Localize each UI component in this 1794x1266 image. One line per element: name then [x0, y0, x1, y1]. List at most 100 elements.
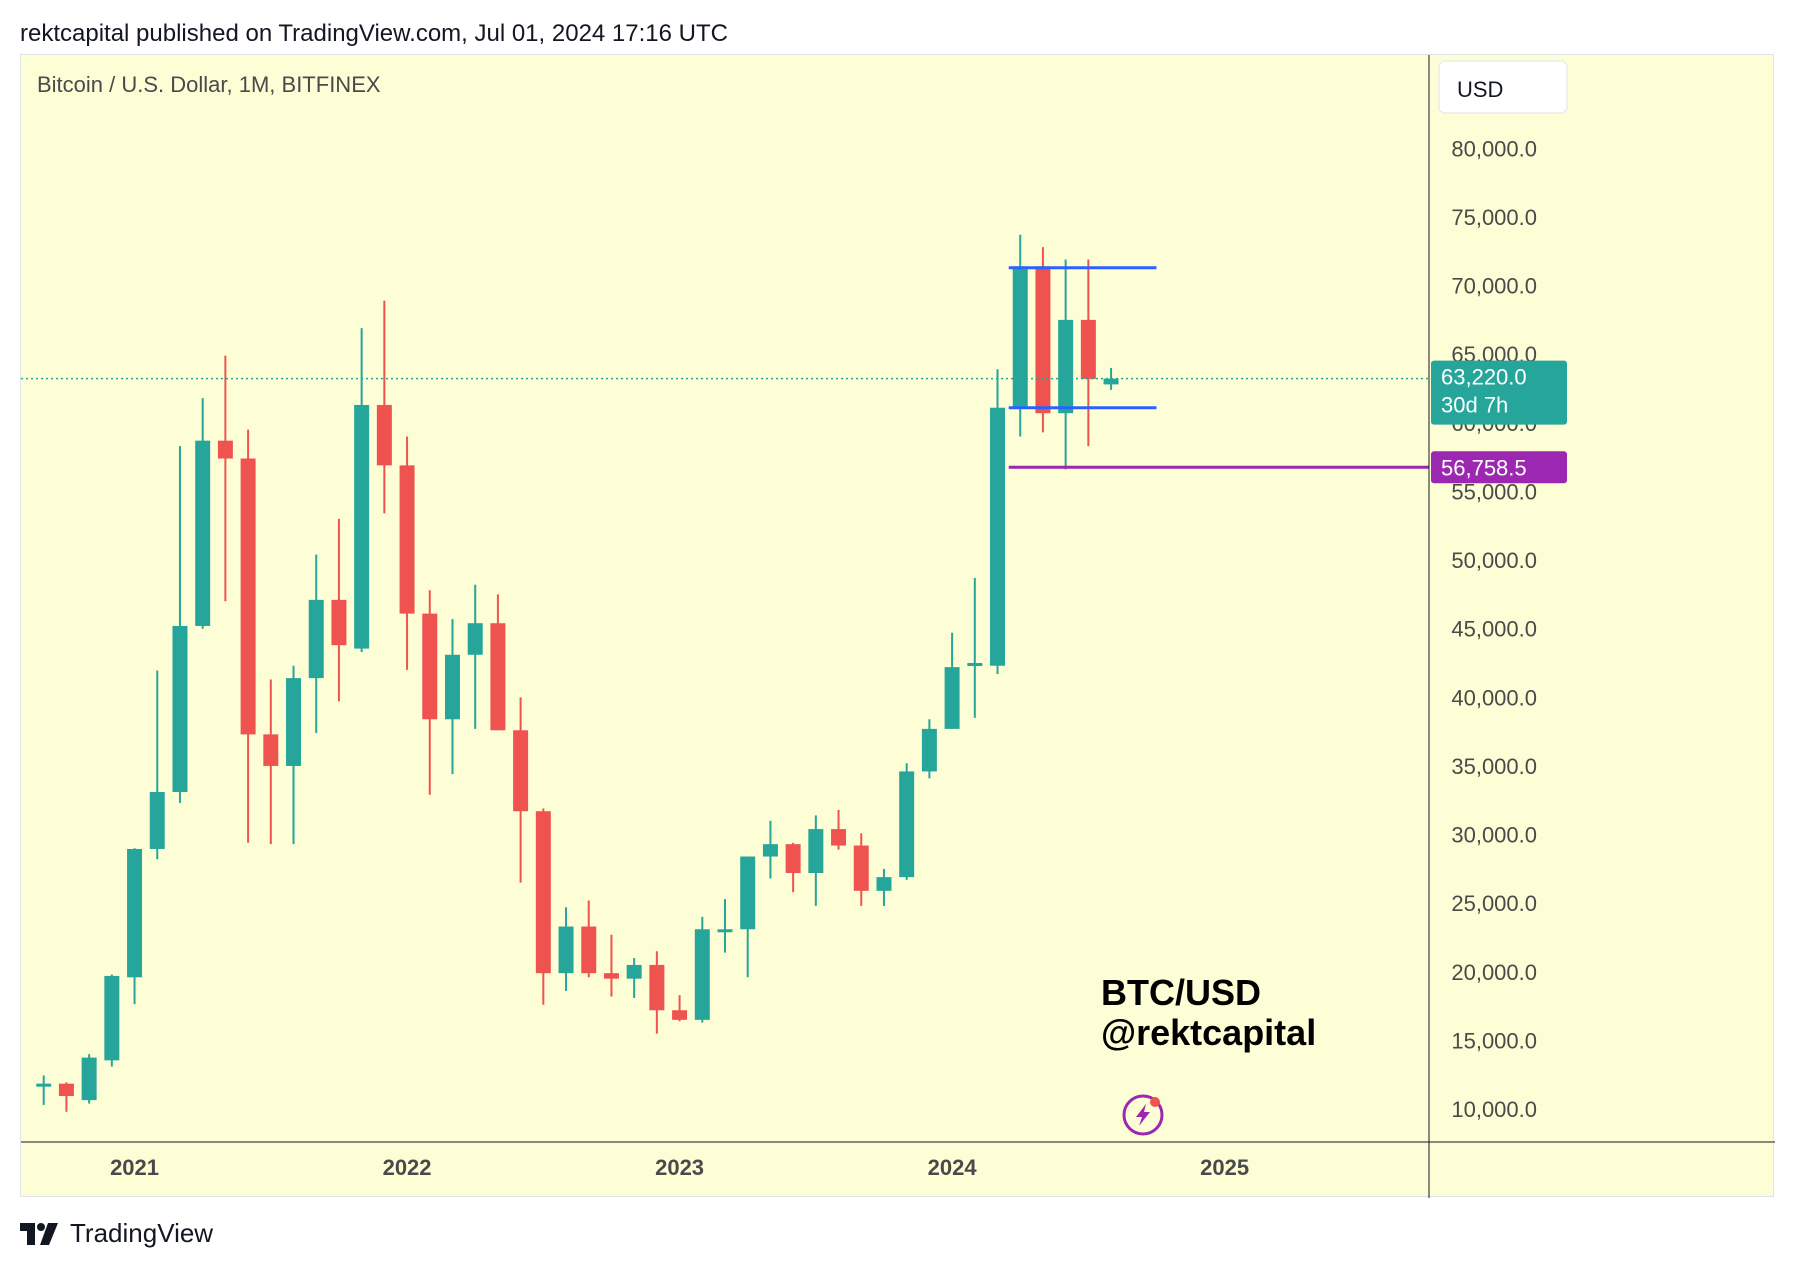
candle-body[interactable] [376, 404, 392, 466]
candle[interactable] [808, 815, 824, 906]
candle-body[interactable] [876, 877, 892, 891]
candle[interactable] [81, 1054, 97, 1104]
candle-body[interactable] [1012, 266, 1028, 408]
candle-body[interactable] [740, 856, 756, 930]
candle[interactable] [104, 974, 120, 1067]
candle[interactable] [490, 594, 506, 731]
candle-body[interactable] [399, 465, 415, 614]
candle[interactable] [308, 554, 324, 734]
candle-body[interactable] [581, 926, 597, 974]
candle-body[interactable] [149, 792, 165, 849]
candle[interactable] [467, 584, 483, 729]
candle-body[interactable] [626, 964, 642, 979]
candle[interactable] [1035, 247, 1051, 433]
candle-body[interactable] [603, 973, 619, 979]
candle-body[interactable] [308, 599, 324, 679]
candle-body[interactable] [1058, 319, 1074, 414]
candle[interactable] [876, 868, 892, 906]
candle[interactable] [422, 590, 438, 795]
candle-body[interactable] [1080, 319, 1096, 379]
candle[interactable] [217, 355, 233, 602]
candle[interactable] [649, 951, 665, 1034]
candle-body[interactable] [217, 440, 233, 459]
candle-body[interactable] [490, 623, 506, 731]
candle[interactable] [36, 1075, 52, 1105]
candle-body[interactable] [967, 663, 983, 667]
candle-body[interactable] [422, 613, 438, 720]
candle[interactable] [694, 916, 710, 1023]
support-price-badge[interactable] [1431, 451, 1567, 484]
candle-body[interactable] [1035, 266, 1051, 414]
candle-body[interactable] [990, 407, 1006, 666]
candle-body[interactable] [808, 829, 824, 873]
candle[interactable] [149, 670, 165, 860]
candle[interactable] [740, 856, 756, 978]
candle[interactable] [967, 577, 983, 718]
candle[interactable] [127, 848, 143, 1005]
candle[interactable] [354, 328, 370, 653]
candle[interactable] [58, 1082, 74, 1112]
candle[interactable] [921, 719, 937, 779]
candle[interactable] [558, 907, 574, 992]
candle-body[interactable] [172, 625, 188, 793]
candle[interactable] [785, 842, 801, 893]
candle-body[interactable] [921, 728, 937, 772]
price-axis[interactable]: 10,000.0 15,000.0 20,000.0 25,000.0 30,000.0… [1431, 136, 1567, 1122]
candle[interactable] [286, 665, 302, 845]
candle-body[interactable] [853, 845, 869, 891]
candle-body[interactable] [513, 730, 529, 812]
candle-body[interactable] [944, 667, 960, 729]
candle-body[interactable] [535, 811, 551, 974]
candle[interactable] [672, 995, 688, 1022]
candle[interactable] [535, 808, 551, 1005]
candle[interactable] [444, 619, 460, 775]
candle[interactable] [853, 833, 869, 906]
candle-body[interactable] [286, 678, 302, 766]
time-axis[interactable]: 2021 2022 2023 2024 2025 [110, 1155, 1249, 1180]
candle-body[interactable] [331, 599, 347, 646]
candle-body[interactable] [717, 929, 733, 933]
currency-button[interactable]: USD [1438, 60, 1568, 114]
candle-body[interactable] [558, 926, 574, 974]
candle[interactable] [990, 369, 1006, 674]
candle[interactable] [263, 679, 279, 845]
candle-body[interactable] [127, 848, 143, 978]
candle[interactable] [1080, 259, 1096, 447]
candle-body[interactable] [672, 1010, 688, 1020]
lightning-icon[interactable] [1122, 1094, 1164, 1136]
candle[interactable] [762, 820, 778, 879]
last-price-badge[interactable] [1431, 360, 1567, 425]
candle-body[interactable] [899, 771, 915, 878]
candle-body[interactable] [762, 844, 778, 857]
candle[interactable] [899, 763, 915, 880]
candle[interactable] [944, 632, 960, 729]
plot-area[interactable] [36, 234, 1119, 1112]
candle[interactable] [513, 697, 529, 883]
candle-body[interactable] [104, 975, 120, 1061]
candle[interactable] [831, 809, 847, 850]
candle-body[interactable] [36, 1083, 52, 1087]
candle-body[interactable] [58, 1083, 74, 1097]
candle-body[interactable] [831, 829, 847, 846]
candle[interactable] [331, 518, 347, 702]
candle[interactable] [581, 900, 597, 978]
chart-panel[interactable]: 10,000.0 15,000.0 20,000.0 25,000.0 30,000.0… [20, 54, 1775, 1198]
candle-body[interactable] [1103, 378, 1119, 385]
candle-body[interactable] [785, 844, 801, 873]
candle[interactable] [603, 934, 619, 997]
candle[interactable] [626, 958, 642, 998]
candle-body[interactable] [467, 623, 483, 655]
candle[interactable] [240, 429, 256, 843]
candle-body[interactable] [81, 1057, 97, 1101]
candle[interactable] [376, 300, 392, 514]
candle-body[interactable] [354, 404, 370, 649]
price-chart[interactable]: 10,000.0 15,000.0 20,000.0 25,000.0 30,000.0… [21, 55, 1775, 1198]
candle[interactable] [195, 398, 211, 629]
candle[interactable] [399, 436, 415, 670]
candle-body[interactable] [649, 964, 665, 1011]
candle-body[interactable] [694, 929, 710, 1020]
candle-body[interactable] [240, 458, 256, 735]
candle[interactable] [172, 446, 188, 803]
candle[interactable] [717, 899, 733, 953]
candle-body[interactable] [195, 440, 211, 626]
